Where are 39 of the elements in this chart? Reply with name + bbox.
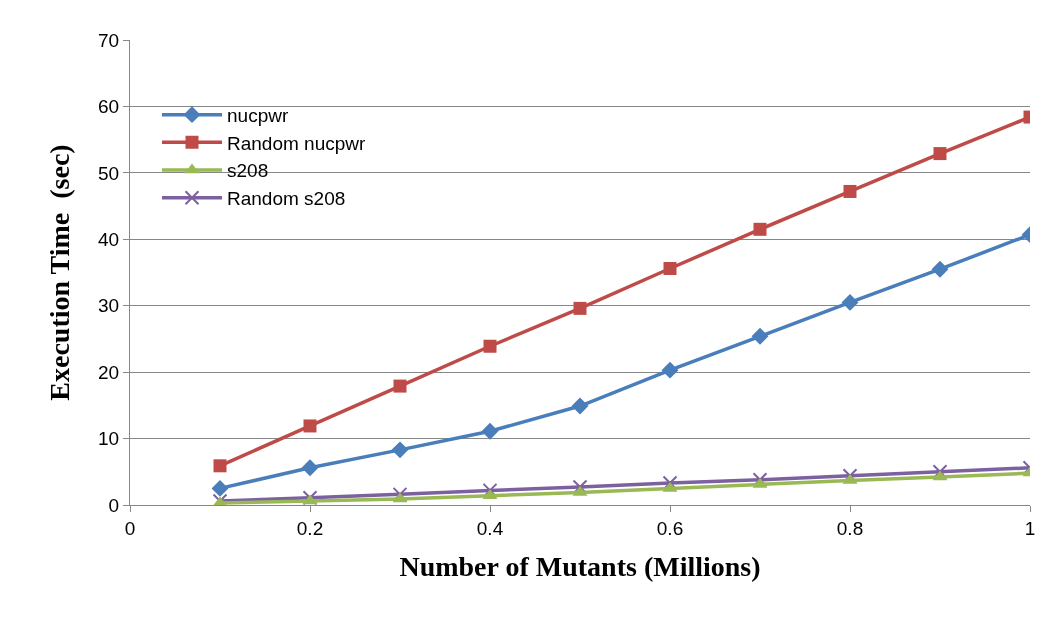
y-tick-label: 20	[98, 361, 120, 383]
point	[391, 441, 409, 459]
point	[393, 379, 407, 393]
x-tick-label: 0.2	[296, 517, 324, 539]
point	[302, 490, 318, 505]
x-tick-label: 1	[1024, 517, 1036, 539]
point	[663, 262, 677, 276]
y-axis-title: Execution Time (sec)	[43, 144, 75, 401]
x-tick-label: 0.6	[656, 517, 684, 539]
y-tick-label: 10	[98, 428, 120, 450]
point	[571, 397, 589, 415]
point	[481, 422, 499, 440]
x-tick-label: 0.8	[836, 517, 864, 539]
point	[843, 184, 857, 198]
y-tick-label: 30	[98, 295, 120, 317]
point	[751, 327, 769, 345]
legend-label: Random s208	[227, 188, 346, 210]
x-tick-label: 0	[124, 517, 136, 539]
y-tick-label: 0	[108, 494, 120, 516]
point	[573, 301, 587, 315]
point	[753, 222, 767, 236]
point	[933, 147, 947, 161]
x-tick-label: 0.4	[476, 517, 504, 539]
point	[661, 361, 679, 379]
point	[211, 479, 229, 497]
point	[213, 459, 227, 473]
y-tick-label: 60	[98, 96, 120, 118]
y-tick-label: 70	[98, 29, 120, 51]
point	[483, 339, 497, 353]
legend-label: Random nucpwr	[227, 132, 367, 154]
x-axis-title: Number of Mutants (Millions)	[399, 550, 761, 582]
y-tick-label: 40	[98, 228, 120, 250]
point	[841, 293, 859, 311]
legend-label: s208	[227, 160, 269, 182]
y-tick-label: 50	[98, 162, 120, 184]
point	[303, 419, 317, 433]
point	[301, 459, 319, 477]
point	[931, 260, 949, 278]
legend-label: nucpwr	[227, 105, 289, 127]
